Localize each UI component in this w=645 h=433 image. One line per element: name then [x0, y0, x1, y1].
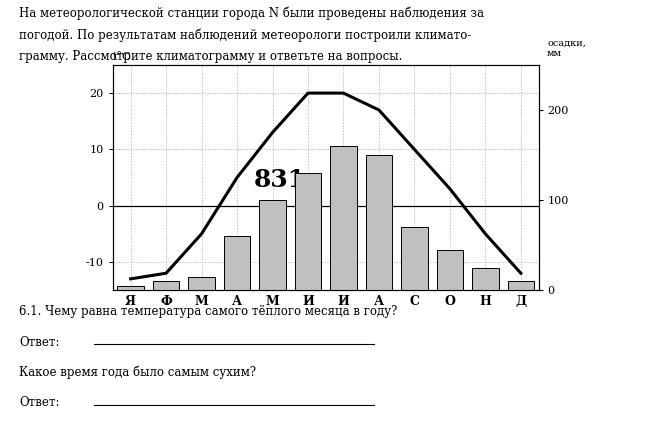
- Bar: [295, 173, 321, 290]
- Text: Ответ:: Ответ:: [19, 336, 60, 349]
- Bar: [224, 236, 250, 290]
- Text: t°C: t°C: [113, 52, 132, 62]
- Text: погодой. По результатам наблюдений метеорологи построили климато-: погодой. По результатам наблюдений метео…: [19, 28, 471, 42]
- Text: 831: 831: [253, 168, 306, 192]
- Text: Какое время года было самым сухим?: Какое время года было самым сухим?: [19, 366, 257, 379]
- Bar: [437, 249, 463, 290]
- Bar: [401, 227, 428, 290]
- Text: Ответ:: Ответ:: [19, 396, 60, 409]
- Bar: [259, 200, 286, 290]
- Bar: [472, 268, 499, 290]
- Bar: [117, 286, 144, 290]
- Bar: [366, 155, 392, 290]
- Bar: [330, 146, 357, 290]
- Bar: [508, 281, 534, 290]
- Bar: [188, 277, 215, 290]
- Bar: [153, 281, 179, 290]
- Text: 6.1. Чему равна температура самого тёплого месяца в году?: 6.1. Чему равна температура самого тёпло…: [19, 305, 398, 318]
- Text: грамму. Рассмотрите климатограмму и ответьте на вопросы.: грамму. Рассмотрите климатограмму и отве…: [19, 50, 402, 63]
- Text: осадки,
мм: осадки, мм: [547, 39, 586, 58]
- Text: На метеорологической станции города N были проведены наблюдения за: На метеорологической станции города N бы…: [19, 6, 484, 20]
